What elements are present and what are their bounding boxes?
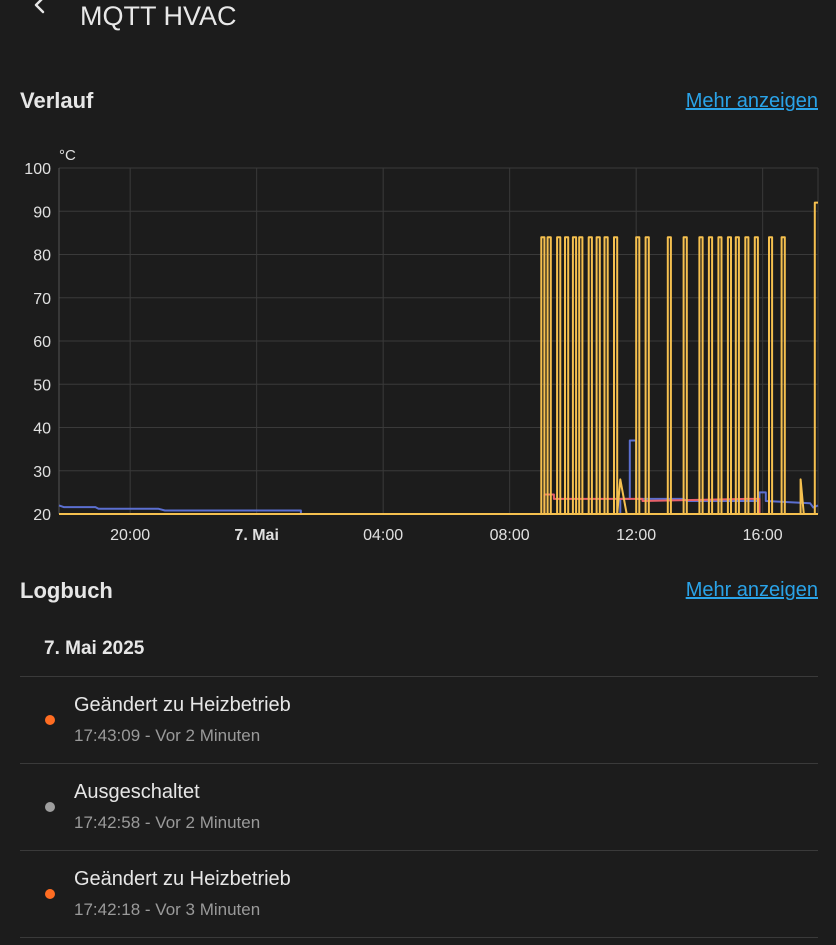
series-line bbox=[59, 201, 818, 515]
x-tick-label: 20:00 bbox=[110, 527, 150, 544]
y-tick-label: 20 bbox=[33, 507, 51, 524]
y-tick-label: 60 bbox=[33, 334, 51, 351]
chevron-left-icon bbox=[34, 0, 45, 14]
entry-subtitle: 17:42:58 - Vor 2 Minuten bbox=[74, 813, 260, 833]
entry-title: Geändert zu Heizbetrieb bbox=[74, 868, 291, 890]
entry-separator: - bbox=[140, 726, 156, 745]
entry-subtitle: 17:43:09 - Vor 2 Minuten bbox=[74, 726, 260, 746]
y-unit-label: °C bbox=[59, 147, 76, 164]
entry-separator: - bbox=[140, 900, 156, 919]
y-tick-label: 40 bbox=[33, 421, 51, 438]
entry-subtitle: 17:42:18 - Vor 3 Minuten bbox=[74, 900, 260, 920]
entry-separator: - bbox=[140, 813, 156, 832]
state-dot bbox=[45, 889, 55, 899]
x-tick-label: 16:00 bbox=[743, 527, 783, 544]
series-line bbox=[58, 439, 819, 515]
divider bbox=[20, 850, 818, 851]
entry-time: 17:42:58 bbox=[74, 813, 141, 832]
state-dot bbox=[45, 802, 55, 812]
entry-relative-time: Vor 2 Minuten bbox=[155, 813, 261, 832]
y-tick-label: 30 bbox=[33, 464, 51, 481]
history-chart[interactable]: 100 90 80 70 60 50 40 30 20 20:00 7. Mai 04:00 08:00… bbox=[0, 140, 836, 560]
y-tick-label: 80 bbox=[33, 248, 51, 265]
entry-time: 17:43:09 bbox=[74, 726, 141, 745]
logbook-entry[interactable]: Geändert zu Heizbetrieb 17:42:18 - Vor 3… bbox=[20, 851, 818, 937]
entry-title: Ausgeschaltet bbox=[74, 781, 200, 803]
entry-time: 17:42:18 bbox=[74, 900, 141, 919]
y-tick-label: 70 bbox=[33, 291, 51, 308]
divider bbox=[20, 937, 818, 938]
y-tick-label: 100 bbox=[24, 161, 51, 178]
entry-title: Geändert zu Heizbetrieb bbox=[74, 694, 291, 716]
state-dot bbox=[45, 715, 55, 725]
logbook-entry[interactable]: Geändert zu Heizbetrieb 17:43:09 - Vor 2… bbox=[20, 677, 818, 763]
history-more-link[interactable]: Mehr anzeigen bbox=[685, 90, 818, 112]
entry-relative-time: Vor 3 Minuten bbox=[155, 900, 261, 919]
y-tick-label: 90 bbox=[33, 204, 51, 221]
logbook-entry[interactable]: Ausgeschaltet 17:42:58 - Vor 2 Minuten bbox=[20, 764, 818, 850]
page-title: MQTT HVAC bbox=[80, 1, 237, 31]
back-button[interactable] bbox=[26, 0, 54, 20]
divider bbox=[20, 676, 818, 677]
logbook-day-header: 7. Mai 2025 bbox=[44, 638, 145, 659]
divider bbox=[20, 763, 818, 764]
x-tick-label: 04:00 bbox=[363, 527, 403, 544]
x-tick-label: 12:00 bbox=[616, 527, 656, 544]
x-tick-label: 7. Mai bbox=[234, 527, 278, 544]
logbook-more-link[interactable]: Mehr anzeigen bbox=[685, 579, 818, 601]
history-title: Verlauf bbox=[20, 88, 94, 113]
entry-relative-time: Vor 2 Minuten bbox=[155, 726, 261, 745]
x-tick-label: 08:00 bbox=[490, 527, 530, 544]
logbook-title: Logbuch bbox=[20, 578, 113, 603]
top-bar: MQTT HVAC bbox=[0, 0, 836, 40]
y-tick-label: 50 bbox=[33, 377, 51, 394]
